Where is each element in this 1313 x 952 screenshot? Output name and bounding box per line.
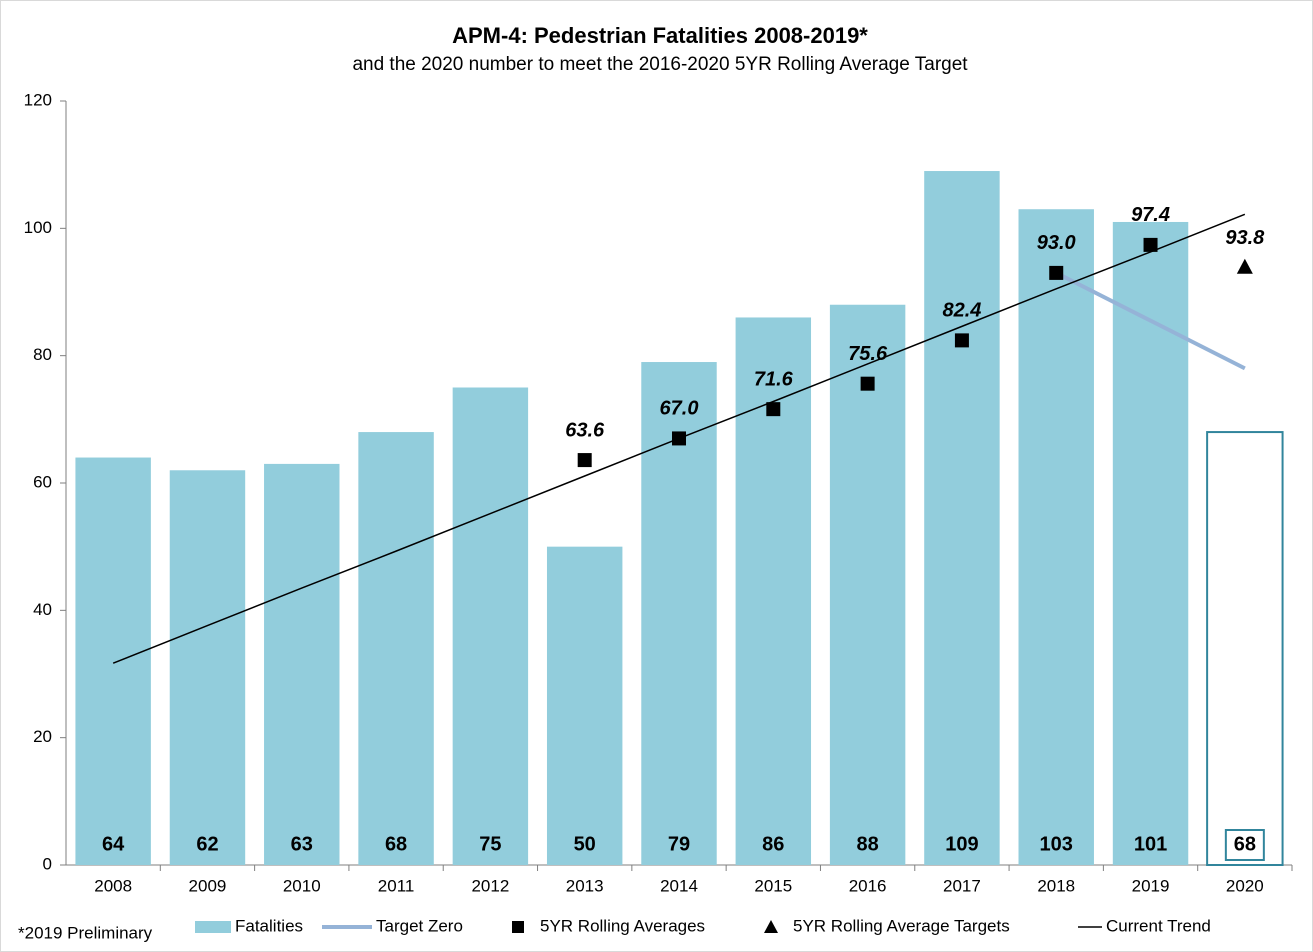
data-label: 97.4 — [1131, 204, 1170, 226]
chart-title: APM-4: Pedestrian Fatalities 2008-2019* — [452, 23, 868, 48]
data-label-box — [1224, 829, 1265, 861]
data-label: 82.4 — [942, 300, 981, 322]
x-tick-label: 2018 — [1037, 876, 1075, 895]
bar — [75, 457, 151, 865]
legend-label: Target Zero — [376, 916, 463, 935]
bar — [1206, 431, 1284, 866]
x-tick-label: 2011 — [378, 876, 415, 895]
x-tick-label: 2013 — [566, 876, 604, 895]
x-tick-label: 2017 — [943, 876, 981, 895]
data-label: 67.0 — [660, 398, 699, 420]
y-tick-label: 40 — [33, 600, 52, 619]
marker-square — [577, 453, 592, 468]
bar — [452, 387, 529, 865]
x-tick-label: 2019 — [1132, 876, 1170, 895]
x-tick-label: 2010 — [283, 876, 321, 895]
legend-label: Current Trend — [1106, 916, 1211, 935]
x-tick-label: 2015 — [754, 876, 792, 895]
x-tick-label: 2014 — [660, 876, 698, 895]
marker-triangle — [1236, 258, 1253, 274]
legend-label: 5YR Rolling Average Targets — [793, 916, 1010, 935]
footnote: *2019 Preliminary — [18, 923, 153, 942]
bar — [829, 304, 906, 865]
marker-square — [672, 431, 686, 446]
chart-subtitle: and the 2020 number to meet the 2016-202… — [352, 54, 968, 75]
y-tick-label: 60 — [33, 472, 52, 491]
data-label: 62 — [196, 833, 218, 855]
data-label: 86 — [762, 833, 784, 855]
data-label: 71.6 — [754, 368, 794, 390]
bar — [641, 362, 717, 865]
y-tick-label: 100 — [24, 218, 52, 237]
y-tick-label: 20 — [33, 727, 52, 746]
marker-square — [860, 376, 875, 391]
bar — [1112, 221, 1189, 865]
marker-square — [954, 333, 969, 348]
bar — [924, 171, 1000, 866]
y-tick-label: 80 — [33, 345, 52, 364]
data-label: 63.6 — [565, 419, 605, 441]
x-tick-label: 2020 — [1226, 876, 1264, 895]
data-label: 109 — [945, 833, 978, 855]
legend-swatch — [512, 921, 524, 933]
line — [1055, 271, 1246, 371]
data-label: 75.6 — [848, 343, 888, 365]
data-label: 75 — [479, 833, 501, 855]
bar — [264, 463, 340, 865]
bar — [1018, 209, 1094, 865]
bar — [169, 470, 246, 865]
data-label: 63 — [291, 833, 313, 855]
data-label: 68 — [1234, 833, 1256, 855]
bar — [546, 546, 623, 865]
legend-label: Fatalities — [235, 916, 303, 935]
y-tick-label: 0 — [43, 854, 52, 873]
marker-square — [1049, 265, 1064, 280]
legend-swatch — [764, 920, 778, 933]
x-tick-label: 2016 — [849, 876, 887, 895]
y-tick-label: 120 — [24, 90, 52, 109]
data-label: 101 — [1134, 833, 1167, 855]
data-label: 64 — [102, 833, 125, 855]
bar — [358, 432, 434, 865]
marker-square — [766, 402, 781, 417]
legend-label: 5YR Rolling Averages — [540, 916, 705, 935]
data-label: 68 — [385, 833, 407, 855]
legend-swatch — [195, 921, 231, 933]
data-label: 93.8 — [1225, 227, 1265, 249]
x-tick-label: 2009 — [189, 876, 227, 895]
data-label: 93.0 — [1037, 232, 1076, 254]
x-tick-label: 2012 — [471, 876, 509, 895]
data-label: 103 — [1040, 833, 1073, 855]
bar — [735, 317, 812, 865]
data-label: 88 — [856, 833, 878, 855]
x-tick-label: 2008 — [94, 876, 132, 895]
data-label: 50 — [574, 833, 596, 855]
data-label: 79 — [668, 833, 690, 855]
marker-square — [1143, 237, 1158, 252]
